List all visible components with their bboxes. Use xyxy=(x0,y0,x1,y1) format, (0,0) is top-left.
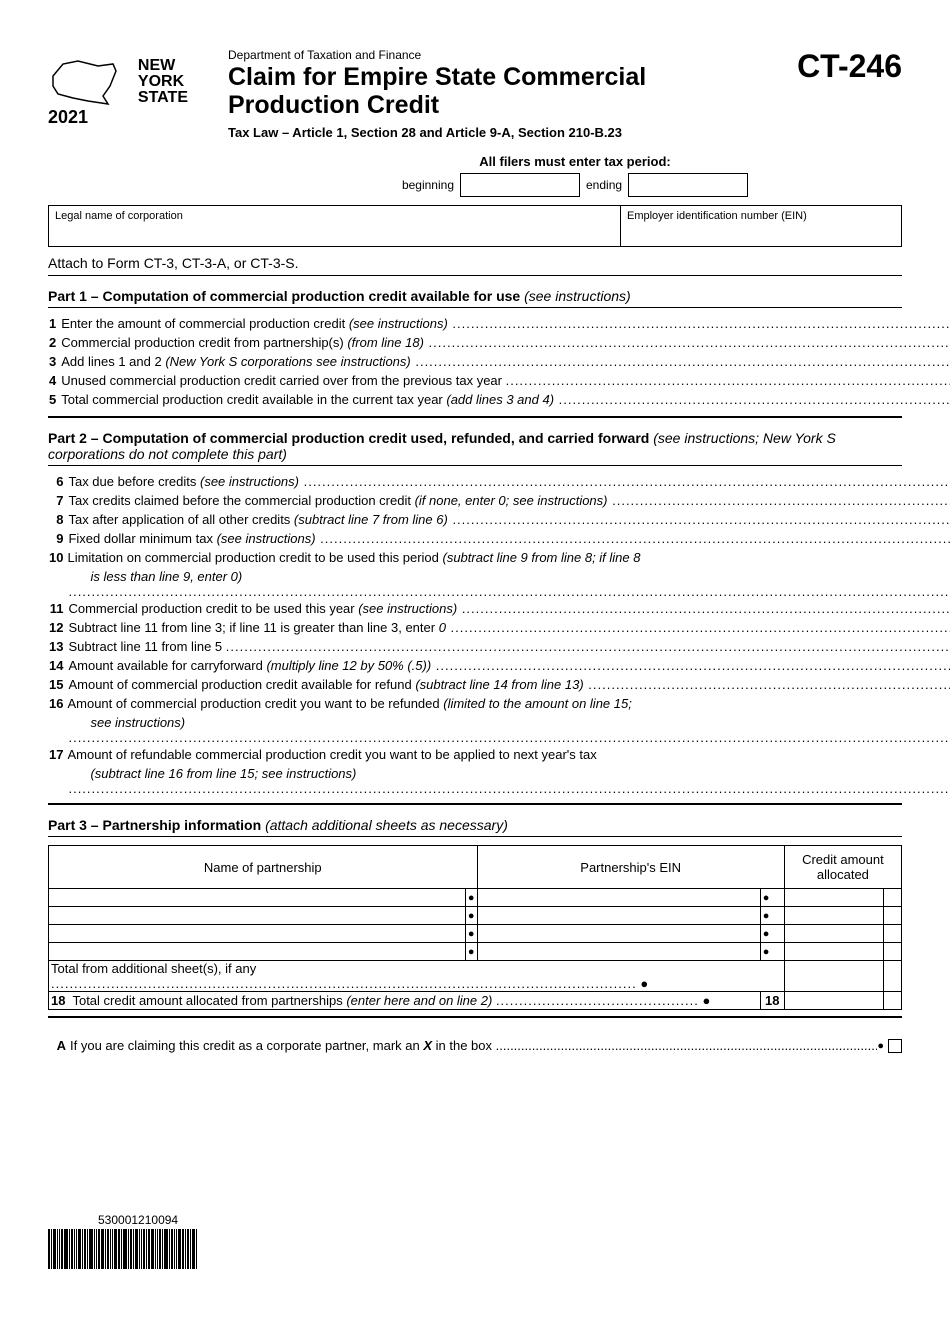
beginning-label: beginning xyxy=(402,178,454,192)
p3-row[interactable]: ●● xyxy=(49,889,902,907)
form-line-11: 11Commercial production credit to be use… xyxy=(48,600,950,619)
logo-line3: STATE xyxy=(138,90,188,106)
nys-logo-block: NEW YORK STATE 2021 xyxy=(48,48,198,128)
p3-row[interactable]: ●● xyxy=(49,925,902,943)
beginning-input[interactable] xyxy=(460,173,580,197)
legal-name-box[interactable]: Legal name of corporation xyxy=(49,206,621,246)
line-a-x: X xyxy=(423,1038,432,1053)
form-line-17-cont: (subtract line 16 from line 15; see inst… xyxy=(48,765,950,797)
form-id: CT-246 xyxy=(762,48,902,85)
form-subtitle: Tax Law – Article 1, Section 28 and Arti… xyxy=(228,125,762,140)
title-block: Department of Taxation and Finance Claim… xyxy=(198,48,762,140)
barcode-number: 530001210094 xyxy=(98,1213,902,1227)
part3-instr: (attach additional sheets as necessary) xyxy=(265,817,508,833)
part2-header: Part 2 – Computation of commercial produ… xyxy=(48,430,902,466)
p3-row[interactable]: ●● xyxy=(49,943,902,961)
tax-period: All filers must enter tax period: beginn… xyxy=(48,154,902,197)
barcode-icon xyxy=(48,1229,248,1269)
tax-period-label: All filers must enter tax period: xyxy=(248,154,902,169)
form-line-10: 10Limitation on commercial production cr… xyxy=(48,549,950,568)
ending-input[interactable] xyxy=(628,173,748,197)
form-line-6: 6Tax due before credits (see instruction… xyxy=(48,473,950,492)
part2-table: 6Tax due before credits (see instruction… xyxy=(48,472,950,797)
p3-col-name: Name of partnership xyxy=(49,846,478,889)
p3-total-label: Total from additional sheet(s), if any xyxy=(51,961,256,976)
p3-total-row: Total from additional sheet(s), if any .… xyxy=(49,961,902,992)
p3-row[interactable]: ●● xyxy=(49,907,902,925)
form-line-4: 4Unused commercial production credit car… xyxy=(48,372,950,391)
p3-line18-row: 18 Total credit amount allocated from pa… xyxy=(49,992,902,1010)
line-a-checkbox[interactable] xyxy=(888,1039,902,1053)
form-line-16-cont: see instructions)●16 xyxy=(48,714,950,746)
form-line-16: 16Amount of commercial production credit… xyxy=(48,695,950,714)
part1-table: 1Enter the amount of commercial producti… xyxy=(48,314,950,410)
form-line-7: 7Tax credits claimed before the commerci… xyxy=(48,492,950,511)
form-line-9: 9Fixed dollar minimum tax (see instructi… xyxy=(48,530,950,549)
form-line-3: 3Add lines 1 and 2 (New York S corporati… xyxy=(48,353,950,372)
part1-instr: (see instructions) xyxy=(524,288,631,304)
nys-map-icon xyxy=(48,56,118,106)
p3-line18-it: (enter here and on line 2) xyxy=(346,993,492,1008)
ending-label: ending xyxy=(586,178,622,192)
part3-title: Part 3 – Partnership information xyxy=(48,817,265,833)
form-line-12: 12Subtract line 11 from line 3; if line … xyxy=(48,619,950,638)
ein-box[interactable]: Employer identification number (EIN) xyxy=(621,206,901,246)
form-title: Claim for Empire State Commercial Produc… xyxy=(228,64,762,119)
line-a-text: If you are claiming this credit as a cor… xyxy=(70,1038,423,1053)
part1-title: Part 1 – Computation of commercial produ… xyxy=(48,288,524,304)
info-boxes: Legal name of corporation Employer ident… xyxy=(48,205,902,247)
line-a: A If you are claiming this credit as a c… xyxy=(48,1038,902,1053)
dept-name: Department of Taxation and Finance xyxy=(228,48,762,62)
part1-header: Part 1 – Computation of commercial produ… xyxy=(48,288,902,308)
line-a-label: A xyxy=(48,1038,70,1053)
form-line-10-cont: is less than line 9, enter 0)●10 xyxy=(48,568,950,600)
form-line-1: 1Enter the amount of commercial producti… xyxy=(48,315,950,334)
header: NEW YORK STATE 2021 Department of Taxati… xyxy=(48,48,902,140)
part3-table: Name of partnership Partnership's EIN Cr… xyxy=(48,845,902,1010)
attach-note: Attach to Form CT-3, CT-3-A, or CT-3-S. xyxy=(48,255,902,276)
legal-name-label: Legal name of corporation xyxy=(55,210,183,222)
form-line-17: 17Amount of refundable commercial produc… xyxy=(48,746,950,765)
form-line-8: 8Tax after application of all other cred… xyxy=(48,511,950,530)
p3-line18-value[interactable] xyxy=(784,992,883,1010)
form-line-14: 14Amount available for carryforward (mul… xyxy=(48,657,950,676)
form-line-15: 15Amount of commercial production credit… xyxy=(48,676,950,695)
form-line-5: 5Total commercial production credit avai… xyxy=(48,391,950,410)
p3-line18-num: 18 xyxy=(51,993,65,1008)
barcode-block: 530001210094 xyxy=(48,1213,902,1269)
p3-col-amt: Credit amount allocated xyxy=(784,846,901,889)
part3-header: Part 3 – Partnership information (attach… xyxy=(48,817,902,836)
p3-total-value[interactable] xyxy=(784,961,883,992)
part2-title: Part 2 – Computation of commercial produ… xyxy=(48,430,653,446)
form-line-13: 13Subtract line 11 from line 5 ●13 xyxy=(48,638,950,657)
form-line-2: 2Commercial production credit from partn… xyxy=(48,334,950,353)
ein-label: Employer identification number (EIN) xyxy=(627,210,807,222)
line-a-text2: in the box xyxy=(432,1038,496,1053)
p3-line18-boxnum: 18 xyxy=(760,992,784,1010)
p3-col-ein: Partnership's EIN xyxy=(477,846,784,889)
p3-line18-text: Total credit amount allocated from partn… xyxy=(72,993,346,1008)
form-page: NEW YORK STATE 2021 Department of Taxati… xyxy=(0,0,950,1317)
logo-line2: YORK xyxy=(138,74,188,90)
logo-line1: NEW xyxy=(138,58,188,74)
logo-year: 2021 xyxy=(48,107,88,128)
